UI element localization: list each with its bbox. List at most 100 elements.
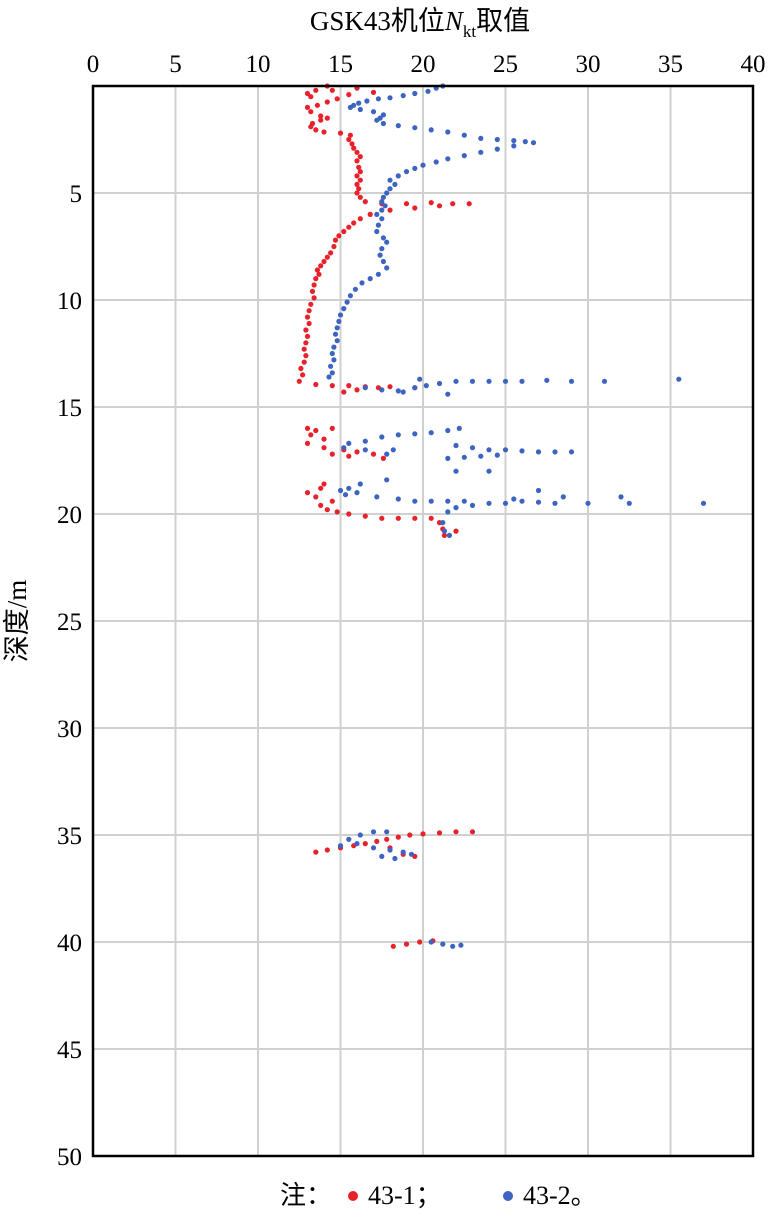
data-point (412, 431, 418, 437)
data-point (458, 942, 464, 948)
data-point (321, 258, 327, 265)
chart-title-variable: N (444, 6, 465, 36)
data-point (530, 140, 537, 146)
data-point (552, 500, 558, 506)
y-axis-ticks: 5 10 15 20 25 30 35 40 45 50 (57, 181, 82, 1171)
data-point (535, 499, 542, 505)
data-point (601, 378, 608, 384)
data-point (318, 263, 324, 269)
data-point (494, 452, 500, 458)
data-point (511, 496, 517, 502)
data-point (324, 507, 330, 513)
data-point (420, 162, 426, 168)
data-point (359, 280, 365, 286)
data-point (354, 490, 360, 496)
data-point (486, 447, 492, 453)
data-point (332, 237, 339, 243)
data-point (354, 449, 360, 455)
data-point (324, 115, 330, 121)
data-point (400, 389, 406, 395)
data-point (552, 449, 558, 455)
x-tick-label: 30 (576, 51, 601, 78)
data-point (428, 200, 434, 206)
data-point (334, 325, 340, 331)
data-point (380, 455, 386, 461)
data-point (585, 500, 591, 506)
data-point (324, 254, 330, 260)
data-point (329, 350, 335, 357)
data-point (341, 228, 347, 235)
data-point (336, 318, 342, 324)
data-point (461, 498, 467, 504)
data-point (502, 378, 509, 384)
data-point (354, 387, 360, 393)
data-point (395, 388, 401, 394)
y-tick-label: 30 (57, 716, 82, 743)
data-point (502, 500, 509, 506)
data-point (375, 96, 381, 102)
data-point (374, 211, 380, 217)
data-point (379, 207, 385, 213)
data-point (313, 276, 319, 282)
data-point (478, 453, 484, 459)
data-point (395, 834, 401, 840)
data-point (453, 468, 459, 474)
data-point (341, 445, 347, 451)
data-point (362, 199, 368, 205)
data-point (362, 447, 368, 453)
data-point (374, 117, 380, 123)
data-point (379, 434, 385, 440)
data-point (370, 451, 377, 457)
data-point (308, 124, 314, 130)
data-point (560, 494, 566, 500)
data-point (412, 385, 418, 391)
data-point (494, 146, 500, 152)
data-point (324, 847, 330, 853)
data-point (440, 941, 446, 947)
data-point (308, 301, 314, 307)
data-point (450, 943, 456, 949)
data-point (300, 372, 306, 378)
data-point (328, 363, 334, 369)
data-point (370, 109, 377, 115)
data-point (357, 106, 363, 113)
data-point (387, 95, 393, 101)
data-point (354, 173, 360, 179)
data-point (446, 532, 452, 539)
data-point (384, 477, 390, 483)
data-point (436, 830, 443, 836)
data-point (441, 532, 447, 539)
legend-label-43-1: 43-1； (368, 1181, 442, 1210)
data-point (357, 481, 363, 487)
data-point (374, 228, 380, 235)
data-point (469, 502, 476, 508)
data-point (313, 427, 319, 434)
data-point (392, 181, 398, 187)
y-tick-label: 50 (57, 1144, 82, 1171)
x-tick-label: 10 (246, 51, 271, 78)
data-point (326, 374, 332, 380)
data-point (331, 243, 337, 250)
x-tick-label: 40 (741, 51, 766, 78)
data-point (522, 139, 528, 145)
data-point (337, 843, 344, 849)
y-tick-label: 5 (70, 181, 83, 208)
y-tick-label: 40 (57, 930, 82, 957)
data-point (349, 141, 355, 147)
data-point (511, 143, 517, 149)
data-point (436, 203, 443, 209)
data-point (445, 156, 451, 162)
x-tick-label: 25 (493, 51, 518, 78)
data-point (318, 117, 324, 123)
data-points (296, 83, 707, 949)
data-point (306, 308, 312, 314)
data-point (346, 511, 352, 517)
data-point (303, 340, 309, 346)
data-point (314, 102, 320, 108)
data-point (374, 838, 380, 845)
legend-prefix: 注： (280, 1181, 332, 1210)
data-point (334, 96, 340, 102)
data-point (390, 943, 396, 949)
data-point (318, 113, 324, 119)
series-1 (296, 83, 476, 949)
